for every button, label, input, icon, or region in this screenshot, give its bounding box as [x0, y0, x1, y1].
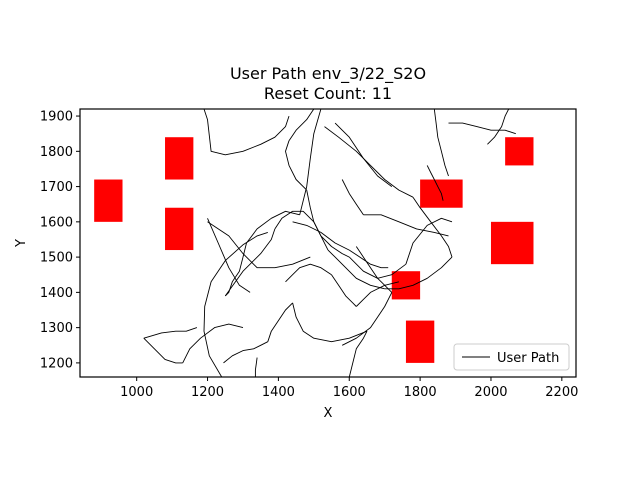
user-path-segment-37 [426, 165, 444, 201]
user-path-segment-34 [433, 109, 449, 177]
user-path-segment-42 [349, 249, 389, 269]
legend: User Path [453, 343, 570, 371]
user-path-segment-36 [487, 109, 510, 145]
user-path-segment-17 [384, 256, 453, 290]
user-path-segment-26 [292, 302, 368, 343]
y-tick-label: 1600 [40, 215, 73, 230]
x-tick-label: 1600 [333, 385, 366, 400]
user-path-layer [143, 109, 516, 377]
y-tick-label: 1500 [40, 251, 73, 266]
user-path-segment-14 [405, 217, 453, 265]
legend-entry-user-path: User Path [497, 351, 559, 366]
user-path-segment-12 [313, 221, 350, 258]
user-path-segment-8 [242, 210, 300, 258]
user-path-segment-41 [292, 221, 350, 251]
user-path-segment-35 [448, 122, 516, 135]
x-tick-label: 1800 [404, 385, 437, 400]
obstacle-8 [405, 320, 435, 363]
obstacle-6 [490, 221, 534, 265]
user-path-segment-7 [299, 109, 322, 215]
user-path-segment-39 [331, 274, 357, 307]
user-path-segment-20 [285, 140, 308, 191]
user-path-segment-16 [412, 196, 453, 258]
y-tick-label: 1300 [40, 321, 73, 336]
user-path-segment-28 [223, 341, 269, 364]
obstacle-2 [165, 137, 194, 180]
user-path-segment-29 [143, 327, 198, 339]
chart-title: User Path env_3/22_S2O [230, 64, 426, 84]
user-path-segment-1 [203, 231, 268, 377]
user-path-segment-30 [143, 337, 183, 364]
y-tick-label: 1200 [40, 356, 73, 371]
user-path-segment-23 [355, 246, 393, 293]
x-tick-label: 2200 [545, 385, 578, 400]
user-path-segment-3 [207, 221, 311, 269]
x-tick-label: 2000 [474, 385, 507, 400]
user-path-segment-40 [355, 281, 400, 307]
user-path-segment-21 [288, 109, 315, 141]
legend-box [453, 343, 570, 371]
user-path-segment-32 [341, 179, 364, 216]
x-tick-label: 1000 [120, 385, 153, 400]
user-path-segment-19 [306, 190, 329, 251]
user-path-segment-24 [341, 292, 393, 346]
x-tick-label: 1400 [262, 385, 295, 400]
y-axis-ticks: 1200 1300 1400 1500 1600 1700 1800 1900 [40, 110, 80, 371]
chart-subtitle: Reset Count: 11 [264, 84, 392, 103]
user-path-segment-11 [274, 210, 315, 230]
y-tick-label: 1900 [40, 110, 73, 125]
obstacle-5 [505, 137, 534, 166]
user-path-segment-4 [207, 218, 251, 293]
user-path-segment-33 [363, 214, 449, 237]
x-axis-label: X [324, 406, 333, 421]
obstacle-1 [94, 179, 123, 222]
user-path-segment-9 [224, 256, 244, 297]
user-path-segment-2 [254, 357, 258, 377]
obstacle-7 [391, 271, 421, 300]
user-path-segment-10 [224, 228, 276, 297]
user-path-segment-15 [324, 126, 414, 198]
user-path-segment-18 [327, 249, 385, 290]
user-path-segment-5 [203, 109, 244, 156]
obstacle-3 [165, 207, 194, 251]
y-axis-label: Y [14, 239, 29, 248]
user-path-segment-22 [334, 122, 393, 187]
user-path-segment-25 [348, 330, 368, 377]
user-path-segment-27 [267, 302, 293, 342]
axes-frame [79, 108, 577, 378]
y-tick-label: 1700 [40, 180, 73, 195]
obstacle-layer [94, 137, 534, 363]
x-tick-label: 1200 [191, 385, 224, 400]
user-path-segment-6 [242, 115, 290, 152]
y-tick-label: 1400 [40, 286, 73, 301]
y-tick-label: 1800 [40, 145, 73, 160]
user-path-segment-38 [285, 263, 332, 283]
x-axis-ticks: 1000 1200 1400 1600 1800 2000 2200 [120, 377, 578, 400]
user-path-segment-31 [182, 323, 244, 364]
